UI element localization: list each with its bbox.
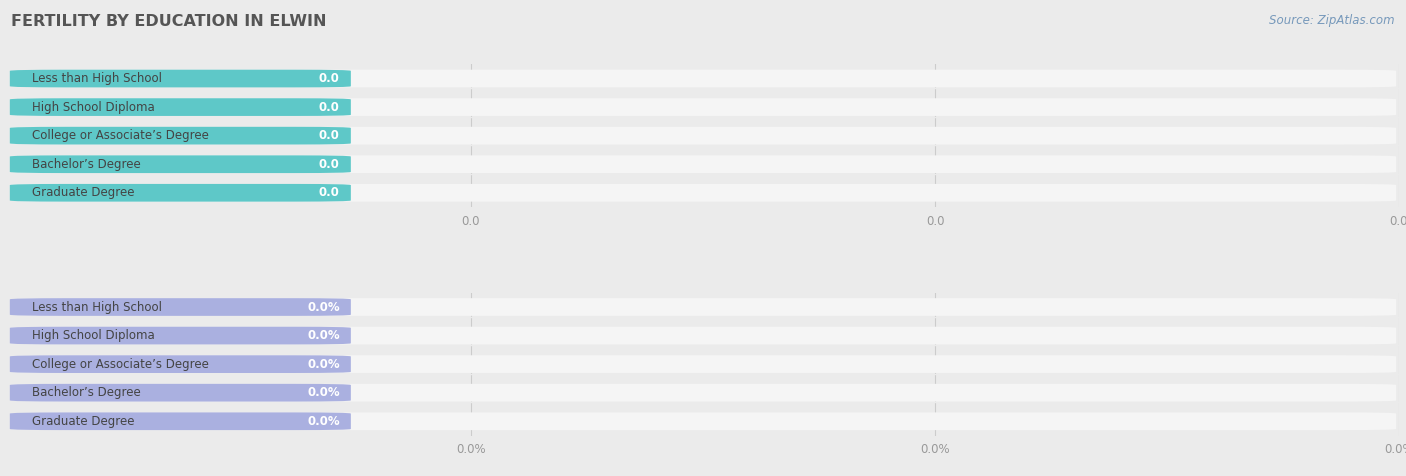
- Text: College or Associate’s Degree: College or Associate’s Degree: [32, 357, 209, 371]
- FancyBboxPatch shape: [10, 98, 1396, 116]
- Text: 0.0: 0.0: [319, 129, 340, 142]
- Text: 0.0%: 0.0%: [307, 357, 340, 371]
- FancyBboxPatch shape: [10, 355, 352, 373]
- FancyBboxPatch shape: [10, 69, 352, 88]
- FancyBboxPatch shape: [10, 184, 352, 202]
- FancyBboxPatch shape: [10, 298, 352, 316]
- Text: Less than High School: Less than High School: [32, 72, 162, 85]
- Text: Source: ZipAtlas.com: Source: ZipAtlas.com: [1270, 14, 1395, 27]
- Text: Bachelor’s Degree: Bachelor’s Degree: [32, 386, 141, 399]
- FancyBboxPatch shape: [10, 327, 352, 345]
- Text: 0.0: 0.0: [319, 72, 340, 85]
- Text: High School Diploma: High School Diploma: [32, 100, 155, 114]
- Text: College or Associate’s Degree: College or Associate’s Degree: [32, 129, 209, 142]
- Text: 0.0: 0.0: [319, 100, 340, 114]
- Text: High School Diploma: High School Diploma: [32, 329, 155, 342]
- Text: 0.0%: 0.0%: [307, 300, 340, 314]
- FancyBboxPatch shape: [10, 69, 1396, 88]
- Text: FERTILITY BY EDUCATION IN ELWIN: FERTILITY BY EDUCATION IN ELWIN: [11, 14, 326, 30]
- FancyBboxPatch shape: [10, 155, 1396, 173]
- FancyBboxPatch shape: [10, 412, 1396, 430]
- FancyBboxPatch shape: [10, 184, 1396, 202]
- Text: Graduate Degree: Graduate Degree: [32, 186, 135, 199]
- FancyBboxPatch shape: [10, 384, 352, 402]
- FancyBboxPatch shape: [10, 127, 1396, 145]
- Text: 0.0: 0.0: [319, 186, 340, 199]
- Text: 0.0%: 0.0%: [307, 386, 340, 399]
- Text: Graduate Degree: Graduate Degree: [32, 415, 135, 428]
- FancyBboxPatch shape: [10, 98, 352, 116]
- Text: Bachelor’s Degree: Bachelor’s Degree: [32, 158, 141, 171]
- FancyBboxPatch shape: [10, 298, 1396, 316]
- Text: 0.0%: 0.0%: [307, 329, 340, 342]
- FancyBboxPatch shape: [10, 155, 352, 173]
- Text: 0.0: 0.0: [319, 158, 340, 171]
- FancyBboxPatch shape: [10, 412, 352, 430]
- Text: 0.0%: 0.0%: [307, 415, 340, 428]
- FancyBboxPatch shape: [10, 384, 1396, 402]
- FancyBboxPatch shape: [10, 327, 1396, 345]
- FancyBboxPatch shape: [10, 127, 352, 145]
- Text: Less than High School: Less than High School: [32, 300, 162, 314]
- FancyBboxPatch shape: [10, 355, 1396, 373]
